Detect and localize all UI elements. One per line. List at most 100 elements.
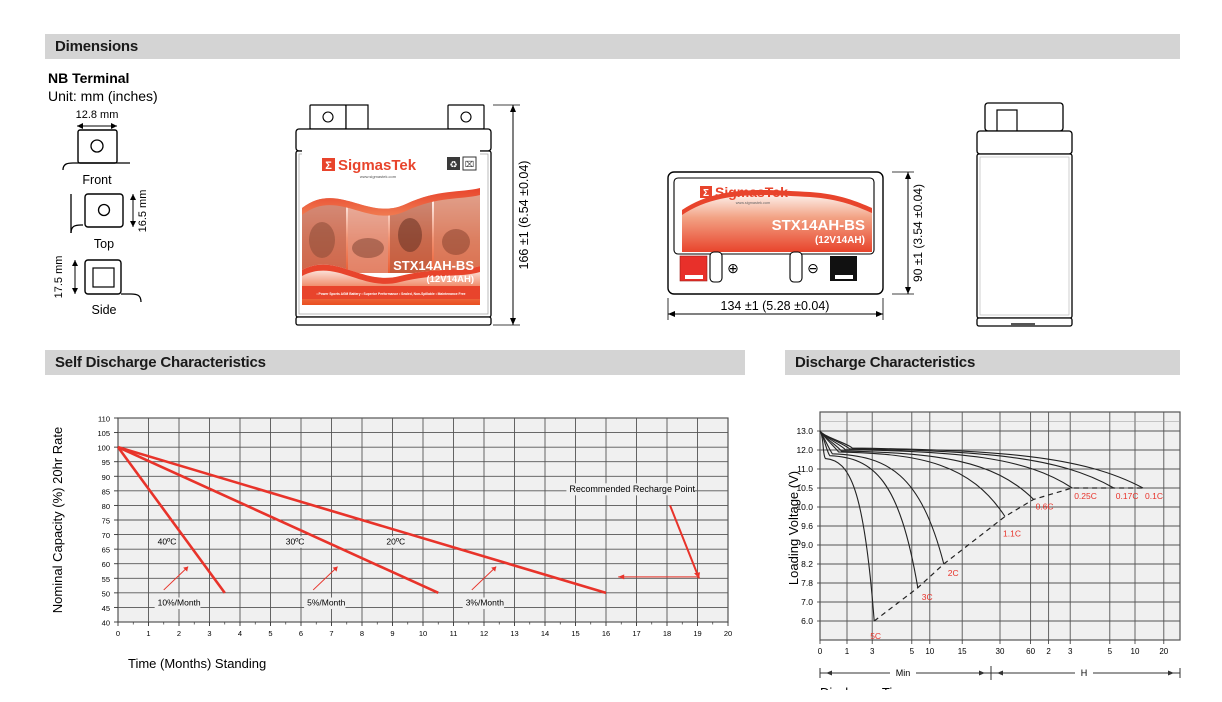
section-title-discharge: Discharge Characteristics bbox=[795, 354, 976, 371]
self-discharge-ytick: 60 bbox=[102, 560, 110, 569]
discharge-curve-5C bbox=[819, 430, 875, 622]
discharge-xtick: 20 bbox=[1159, 647, 1168, 656]
self-discharge-ytick: 45 bbox=[102, 604, 110, 613]
section-header-dimensions: Dimensions bbox=[45, 34, 1180, 59]
battery-brand-front: SigmasTek bbox=[338, 157, 417, 174]
discharge-ytick: 6.0 bbox=[801, 616, 813, 626]
self-discharge-xtick: 4 bbox=[238, 629, 242, 638]
discharge-curve-0.25C bbox=[819, 430, 1073, 489]
discharge-ytick: 9.6 bbox=[801, 521, 813, 531]
discharge-ylabel: Loading Voltage (V) bbox=[786, 471, 801, 585]
discharge-curve-0.6C bbox=[819, 430, 1034, 500]
discharge-curve-label: 0.17C bbox=[1116, 491, 1139, 501]
battery-side-view bbox=[976, 102, 1073, 327]
self-discharge-curve bbox=[116, 446, 226, 594]
discharge-curve-label: 3C bbox=[922, 592, 933, 602]
battery-voltage-front: (12V14AH) bbox=[426, 274, 474, 285]
section-title-self-discharge: Self Discharge Characteristics bbox=[55, 354, 266, 371]
recycle-icon: ♻ bbox=[447, 157, 460, 170]
self-discharge-ytick: 110 bbox=[98, 415, 110, 424]
self-discharge-ytick: 95 bbox=[102, 458, 110, 467]
self-discharge-xtick: 17 bbox=[632, 629, 640, 638]
self-discharge-xtick: 14 bbox=[541, 629, 549, 638]
self-discharge-xtick: 6 bbox=[299, 629, 303, 638]
self-discharge-xtick: 19 bbox=[693, 629, 701, 638]
discharge-xtick: 5 bbox=[910, 647, 915, 656]
discharge-endpoint-envelope bbox=[873, 487, 1143, 622]
discharge-min-label: Min bbox=[896, 668, 911, 678]
self-discharge-xtick: 10 bbox=[419, 629, 427, 638]
nb-terminal-title: NB Terminal bbox=[48, 70, 130, 86]
unit-label: Unit: mm (inches) bbox=[48, 88, 158, 104]
terminal-front-label: Front bbox=[82, 173, 112, 187]
self-discharge-xtick: 13 bbox=[510, 629, 518, 638]
negative-terminal-icon: ⊖ bbox=[807, 260, 819, 276]
self-discharge-ytick: 80 bbox=[102, 502, 110, 511]
discharge-xtick: 3 bbox=[1068, 647, 1073, 656]
discharge-xtick: 60 bbox=[1026, 647, 1035, 656]
battery-width-dim: 134 ±1 (5.28 ±0.04) bbox=[721, 299, 830, 313]
self-discharge-ytick: 100 bbox=[97, 444, 110, 453]
discharge-xlabel: Discharge Time bbox=[820, 685, 910, 690]
section-header-discharge: Discharge Characteristics bbox=[785, 350, 1180, 375]
discharge-xtick: 0 bbox=[818, 647, 823, 656]
discharge-ytick: 13.0 bbox=[796, 426, 813, 436]
self-discharge-xtick: 8 bbox=[360, 629, 364, 638]
discharge-xtick: 15 bbox=[958, 647, 967, 656]
self-discharge-annotation: 3%/Month bbox=[466, 598, 505, 608]
self-discharge-annotation: 30ºC bbox=[286, 536, 305, 546]
self-discharge-xtick: 3 bbox=[207, 629, 211, 638]
battery-url-top: www.sigmastek.com bbox=[736, 201, 770, 205]
discharge-hour-label: H bbox=[1081, 668, 1088, 678]
sigma-icon: Σ bbox=[325, 160, 332, 172]
self-discharge-xtick: 9 bbox=[390, 629, 394, 638]
self-discharge-ytick: 65 bbox=[102, 546, 110, 555]
disposal-icon: ⌧ bbox=[462, 156, 477, 171]
discharge-xtick: 2 bbox=[1046, 647, 1051, 656]
self-discharge-ytick: 50 bbox=[102, 589, 110, 598]
discharge-ytick: 12.0 bbox=[796, 445, 813, 455]
discharge-curve-3C bbox=[819, 430, 919, 588]
discharge-ytick: 11.0 bbox=[797, 464, 813, 474]
self-discharge-xtick: 1 bbox=[146, 629, 150, 638]
self-discharge-annotation: 5%/Month bbox=[307, 598, 346, 608]
discharge-xtick: 10 bbox=[1131, 647, 1140, 656]
discharge-curve-label: 2C bbox=[948, 568, 959, 578]
discharge-curve-0.17C bbox=[819, 430, 1115, 489]
terminal-width-label: 12.8 mm bbox=[76, 109, 119, 121]
discharge-curve-1.1C bbox=[819, 430, 1006, 517]
self-discharge-annotation: Recommended Recharge Point bbox=[569, 484, 695, 494]
self-discharge-ytick: 85 bbox=[102, 487, 110, 496]
discharge-scale-brackets: Min H bbox=[819, 666, 1181, 680]
self-discharge-xtick: 11 bbox=[450, 629, 458, 638]
section-header-self-discharge: Self Discharge Characteristics bbox=[45, 350, 745, 375]
discharge-ytick: 7.0 bbox=[801, 597, 813, 607]
self-discharge-ytick: 105 bbox=[97, 429, 110, 438]
self-discharge-curve bbox=[117, 445, 439, 595]
self-discharge-annotation: 10%/Month bbox=[158, 598, 201, 608]
battery-top-view: STX14AH-BS (12V14AH) Σ SigmasTek www.sig… bbox=[667, 171, 925, 320]
positive-terminal-icon: ⊕ bbox=[727, 260, 739, 276]
discharge-curve-label: 0.1C bbox=[1145, 491, 1163, 501]
discharge-curve-0.1C bbox=[819, 430, 1144, 489]
discharge-ytick: 7.8 bbox=[801, 578, 813, 588]
discharge-ytick: 10.0 bbox=[796, 502, 813, 512]
battery-height-dim: 166 ±1 (6.54 ±0.04) bbox=[517, 161, 531, 270]
discharge-xtick: 3 bbox=[870, 647, 875, 656]
discharge-ytick: 9.0 bbox=[801, 540, 813, 550]
sigma-icon-top: Σ bbox=[703, 188, 709, 199]
discharge-ytick: 8.2 bbox=[801, 559, 813, 569]
self-discharge-ytick: 40 bbox=[102, 619, 110, 628]
terminal-top-label: Top bbox=[94, 237, 114, 251]
discharge-xtick: 1 bbox=[845, 647, 850, 656]
battery-front-view: • Power Sports AGM Battery • Superior Pe… bbox=[295, 104, 531, 326]
discharge-xtick: 30 bbox=[996, 647, 1005, 656]
self-discharge-xtick: 16 bbox=[602, 629, 610, 638]
terminal-depth-label: 17.5 mm bbox=[53, 256, 65, 299]
self-discharge-ytick: 90 bbox=[102, 473, 110, 482]
self-discharge-xtick: 18 bbox=[663, 629, 671, 638]
battery-url-front: www.sigmastek.com bbox=[360, 174, 397, 179]
discharge-chart: 13.0 12.0 11.0 10.5 10.0 9.6 9.0 8.2 7.8 7.0 6.0 5… bbox=[786, 411, 1181, 690]
self-discharge-annotation: 20ºC bbox=[386, 536, 405, 546]
